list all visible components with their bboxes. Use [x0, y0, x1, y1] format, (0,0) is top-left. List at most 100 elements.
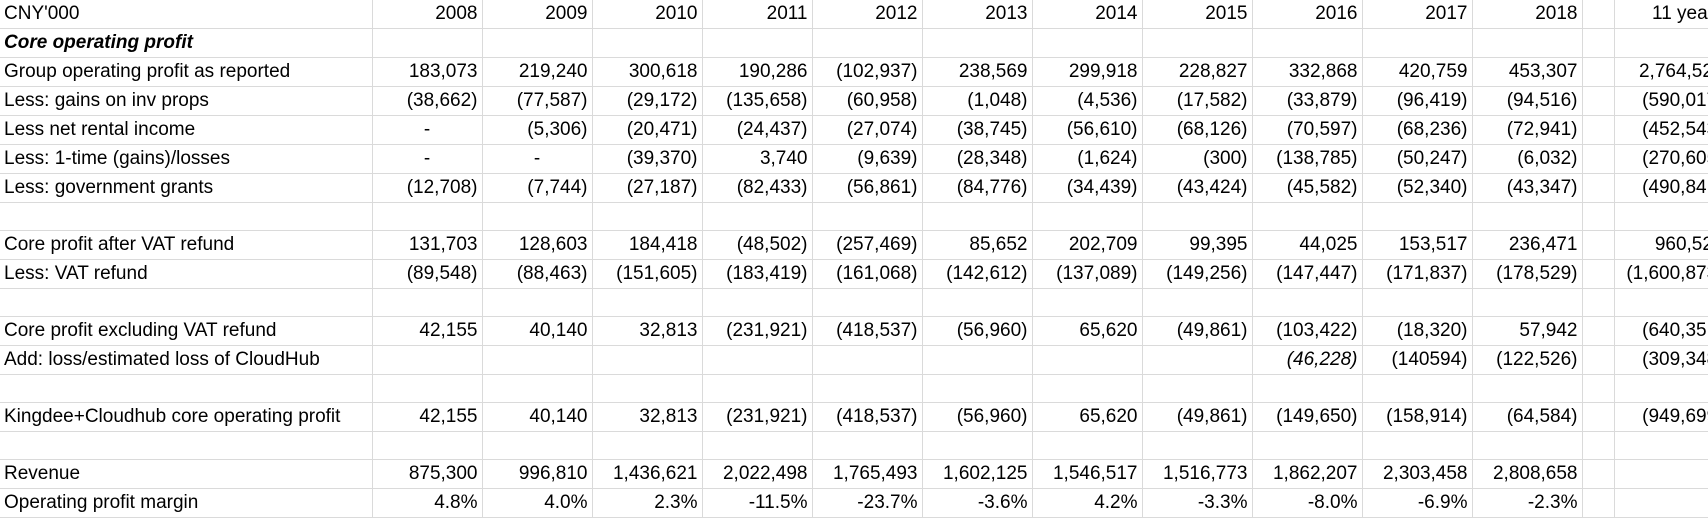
value-cell[interactable]: 875,300 — [372, 459, 483, 489]
value-cell[interactable]: (45,582) — [1252, 173, 1363, 203]
total-header-cell[interactable]: 11 years — [1614, 0, 1708, 29]
total-cell[interactable]: (1,600,873) — [1614, 259, 1708, 289]
value-cell[interactable]: (231,921) — [702, 316, 813, 346]
value-cell[interactable]: (89,548) — [372, 259, 483, 289]
total-cell[interactable]: (590,017) — [1614, 86, 1708, 116]
value-cell[interactable] — [592, 374, 703, 403]
value-cell[interactable]: (88,463) — [482, 259, 593, 289]
total-cell[interactable]: (640,351) — [1614, 316, 1708, 346]
value-cell[interactable]: (43,424) — [1142, 173, 1253, 203]
value-cell[interactable] — [1142, 374, 1253, 403]
row-label-cell[interactable]: Add: loss/estimated loss of CloudHub — [0, 345, 373, 375]
value-cell[interactable]: -6.9% — [1362, 488, 1473, 518]
year-header-cell[interactable]: 2009 — [482, 0, 593, 29]
value-cell[interactable] — [702, 374, 813, 403]
value-cell[interactable] — [922, 374, 1033, 403]
value-cell[interactable]: (56,960) — [922, 316, 1033, 346]
row-label-cell[interactable] — [0, 374, 373, 403]
value-cell[interactable]: (1,624) — [1032, 144, 1143, 174]
value-cell[interactable]: 44,025 — [1252, 230, 1363, 260]
value-cell[interactable]: 2,022,498 — [702, 459, 813, 489]
unit-header-cell[interactable]: CNY'000 — [0, 0, 373, 29]
value-cell[interactable] — [1362, 431, 1473, 460]
value-cell[interactable]: (84,776) — [922, 173, 1033, 203]
value-cell[interactable]: 1,862,207 — [1252, 459, 1363, 489]
value-cell[interactable] — [1142, 431, 1253, 460]
value-cell[interactable]: (5,306) — [482, 115, 593, 145]
year-header-cell[interactable]: 2014 — [1032, 0, 1143, 29]
value-cell[interactable]: - — [372, 115, 483, 145]
value-cell[interactable]: 32,813 — [592, 316, 703, 346]
gap-cell[interactable] — [1582, 488, 1615, 518]
value-cell[interactable] — [592, 28, 703, 58]
value-cell[interactable]: 42,155 — [372, 402, 483, 432]
value-cell[interactable]: - — [482, 144, 593, 174]
value-cell[interactable] — [812, 202, 923, 231]
value-cell[interactable] — [1362, 288, 1473, 317]
value-cell[interactable] — [1362, 374, 1473, 403]
value-cell[interactable]: (142,612) — [922, 259, 1033, 289]
value-cell[interactable] — [1472, 374, 1583, 403]
value-cell[interactable]: (24,437) — [702, 115, 813, 145]
value-cell[interactable]: 40,140 — [482, 316, 593, 346]
value-cell[interactable] — [1252, 431, 1363, 460]
value-cell[interactable]: (4,536) — [1032, 86, 1143, 116]
value-cell[interactable]: (64,584) — [1472, 402, 1583, 432]
value-cell[interactable]: -3.3% — [1142, 488, 1253, 518]
value-cell[interactable]: (257,469) — [812, 230, 923, 260]
value-cell[interactable]: (77,587) — [482, 86, 593, 116]
value-cell[interactable]: (151,605) — [592, 259, 703, 289]
total-cell[interactable] — [1614, 431, 1708, 460]
value-cell[interactable]: (43,347) — [1472, 173, 1583, 203]
gap-cell[interactable] — [1582, 115, 1615, 145]
value-cell[interactable] — [1472, 202, 1583, 231]
value-cell[interactable] — [812, 345, 923, 375]
value-cell[interactable]: (82,433) — [702, 173, 813, 203]
value-cell[interactable]: (9,639) — [812, 144, 923, 174]
value-cell[interactable] — [922, 431, 1033, 460]
value-cell[interactable] — [1472, 288, 1583, 317]
value-cell[interactable]: (56,610) — [1032, 115, 1143, 145]
value-cell[interactable]: (300) — [1142, 144, 1253, 174]
value-cell[interactable]: 2,808,658 — [1472, 459, 1583, 489]
row-label-cell[interactable] — [0, 202, 373, 231]
value-cell[interactable] — [922, 28, 1033, 58]
value-cell[interactable] — [592, 202, 703, 231]
value-cell[interactable]: (48,502) — [702, 230, 813, 260]
value-cell[interactable]: -2.3% — [1472, 488, 1583, 518]
value-cell[interactable] — [372, 431, 483, 460]
row-label-cell[interactable]: Core profit excluding VAT refund — [0, 316, 373, 346]
row-label-cell[interactable]: Group operating profit as reported — [0, 57, 373, 87]
value-cell[interactable] — [1472, 28, 1583, 58]
value-cell[interactable]: (27,187) — [592, 173, 703, 203]
gap-cell[interactable] — [1582, 0, 1615, 29]
value-cell[interactable]: 332,868 — [1252, 57, 1363, 87]
value-cell[interactable]: (94,516) — [1472, 86, 1583, 116]
value-cell[interactable]: (33,879) — [1252, 86, 1363, 116]
total-cell[interactable] — [1614, 288, 1708, 317]
value-cell[interactable]: - — [372, 144, 483, 174]
value-cell[interactable]: 238,569 — [922, 57, 1033, 87]
value-cell[interactable] — [922, 345, 1033, 375]
row-label-cell[interactable] — [0, 431, 373, 460]
value-cell[interactable] — [1032, 28, 1143, 58]
value-cell[interactable]: 32,813 — [592, 402, 703, 432]
value-cell[interactable] — [922, 288, 1033, 317]
value-cell[interactable] — [372, 345, 483, 375]
total-cell[interactable]: 960,522 — [1614, 230, 1708, 260]
value-cell[interactable] — [922, 202, 1033, 231]
value-cell[interactable]: 183,073 — [372, 57, 483, 87]
value-cell[interactable]: (20,471) — [592, 115, 703, 145]
value-cell[interactable]: (56,861) — [812, 173, 923, 203]
year-header-cell[interactable]: 2010 — [592, 0, 703, 29]
value-cell[interactable]: (6,032) — [1472, 144, 1583, 174]
year-header-cell[interactable]: 2012 — [812, 0, 923, 29]
value-cell[interactable] — [482, 345, 593, 375]
value-cell[interactable]: (17,582) — [1142, 86, 1253, 116]
value-cell[interactable]: (70,597) — [1252, 115, 1363, 145]
value-cell[interactable] — [1362, 202, 1473, 231]
row-label-cell[interactable]: Less net rental income — [0, 115, 373, 145]
gap-cell[interactable] — [1582, 459, 1615, 489]
value-cell[interactable] — [1032, 202, 1143, 231]
value-cell[interactable] — [1472, 431, 1583, 460]
